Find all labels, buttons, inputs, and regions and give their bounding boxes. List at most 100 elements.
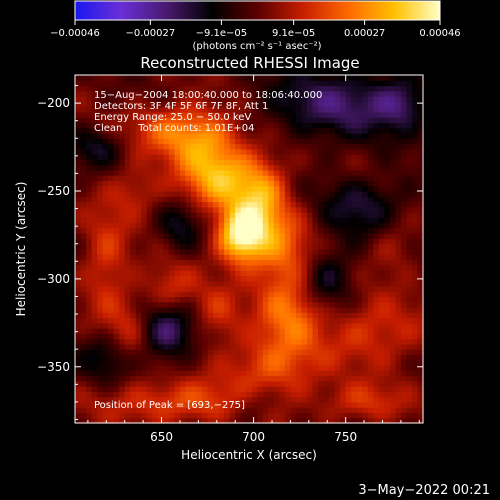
heatmap-cell: [284, 111, 292, 118]
heatmap-cell: [91, 217, 98, 224]
heatmap-cell: [124, 317, 131, 324]
heatmap-cell: [389, 164, 396, 171]
heatmap-cell: [141, 391, 148, 398]
heatmap-cell: [362, 270, 369, 276]
heatmap-cell: [240, 359, 247, 366]
heatmap-cell: [229, 122, 236, 129]
heatmap-cell: [340, 175, 347, 182]
heatmap-cell: [80, 154, 87, 160]
heatmap-cell: [334, 127, 341, 134]
heatmap-cell: [218, 349, 225, 356]
heatmap-cell: [345, 133, 352, 139]
heatmap-cell: [318, 328, 325, 334]
heatmap-cell: [218, 227, 225, 234]
heatmap-cell: [75, 164, 82, 171]
heatmap-cell: [135, 333, 142, 340]
heatmap-cell: [75, 349, 82, 356]
heatmap-cell: [157, 291, 164, 298]
heatmap-cell: [284, 354, 292, 361]
heatmap-cell: [108, 291, 115, 298]
heatmap-cell: [329, 259, 336, 266]
heatmap-cell: [362, 259, 369, 266]
heatmap-cell: [406, 127, 413, 134]
heatmap-cell: [279, 291, 286, 298]
heatmap-cell: [202, 322, 209, 329]
heatmap-cell: [108, 238, 115, 245]
heatmap-cell: [389, 307, 396, 313]
heatmap-cell: [191, 280, 198, 287]
heatmap-cell: [196, 117, 203, 124]
heatmap-cell: [367, 365, 374, 371]
heatmap-cell: [185, 391, 192, 398]
heatmap-cell: [301, 291, 308, 298]
heatmap-cell: [307, 185, 314, 192]
heatmap-cell: [279, 206, 286, 213]
heatmap-cell: [268, 185, 275, 192]
heatmap-cell: [75, 80, 82, 87]
heatmap-cell: [97, 148, 104, 155]
heatmap-cell: [102, 375, 109, 382]
heatmap-cell: [251, 148, 258, 155]
heatmap-cell: [202, 148, 209, 155]
heatmap-cell: [202, 386, 209, 392]
heatmap-cell: [135, 249, 142, 255]
heatmap-cell: [351, 380, 358, 387]
heatmap-cell: [246, 133, 253, 139]
heatmap-cell: [367, 338, 374, 345]
heatmap-cell: [146, 122, 153, 129]
heatmap-cell: [213, 101, 220, 108]
heatmap-cell: [152, 96, 159, 102]
heatmap-cell: [251, 159, 258, 166]
heatmap-cell: [80, 301, 87, 308]
heatmap-cell: [207, 322, 214, 329]
heatmap-cell: [102, 264, 109, 271]
heatmap-cell: [207, 175, 214, 182]
heatmap-cell: [356, 254, 363, 261]
heatmap-cell: [202, 185, 209, 192]
heatmap-cell: [218, 365, 225, 371]
heatmap-cell: [152, 122, 159, 129]
heatmap-cell: [340, 307, 347, 313]
heatmap-cell: [323, 101, 330, 108]
heatmap-cell: [97, 222, 104, 229]
heatmap-cell: [406, 159, 413, 166]
heatmap-cell: [119, 238, 126, 245]
x-tick-label: 650: [150, 430, 173, 444]
heatmap-cell: [279, 380, 286, 387]
heatmap-cell: [130, 396, 137, 403]
heatmap-cell: [224, 180, 231, 187]
heatmap-cell: [130, 111, 137, 118]
heatmap-cell: [207, 148, 214, 155]
heatmap-cell: [295, 101, 303, 108]
heatmap-cell: [373, 275, 380, 282]
heatmap-cell: [157, 164, 164, 171]
heatmap-cell: [119, 201, 126, 208]
heatmap-cell: [411, 270, 419, 276]
heatmap-cell: [86, 185, 93, 192]
heatmap-cell: [334, 227, 341, 234]
heatmap-cell: [318, 191, 325, 197]
heatmap-cell: [185, 143, 192, 150]
heatmap-cell: [119, 206, 126, 213]
heatmap-cell: [329, 138, 336, 145]
heatmap-cell: [279, 122, 286, 129]
heatmap-cell: [284, 280, 292, 287]
heatmap-cell: [284, 185, 292, 192]
heatmap-cell: [417, 275, 424, 282]
heatmap-cell: [213, 175, 220, 182]
heatmap-cell: [146, 375, 153, 382]
heatmap-cell: [257, 217, 264, 224]
heatmap-cell: [80, 133, 87, 139]
heatmap-cell: [251, 201, 258, 208]
heatmap-cell: [395, 148, 402, 155]
heatmap-cell: [389, 159, 396, 166]
heatmap-cell: [152, 386, 159, 392]
heatmap-cell: [340, 159, 347, 166]
heatmap-cell: [257, 206, 264, 213]
heatmap-cell: [323, 122, 330, 129]
heatmap-cell: [356, 127, 363, 134]
heatmap-cell: [395, 396, 402, 403]
heatmap-cell: [191, 275, 198, 282]
heatmap-cell: [262, 328, 269, 334]
heatmap-cell: [124, 301, 131, 308]
